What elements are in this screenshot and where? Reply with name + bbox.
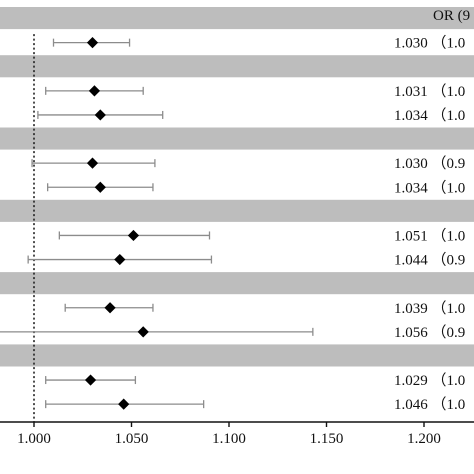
estimate-row: 1.039 （1.0 <box>64 300 465 317</box>
estimate-row: 1.031 （1.0 <box>45 83 465 100</box>
or-label: 1.031 （1.0 <box>394 83 465 100</box>
or-marker <box>86 157 99 169</box>
x-axis: 1.000 1.050 1.100 1.150 1.200 <box>0 421 474 447</box>
or-label: 1.056 （0.9 <box>394 324 465 341</box>
section-band <box>0 7 474 30</box>
section-bands <box>0 7 474 367</box>
section-band <box>0 344 474 367</box>
x-tick-label: 1.150 <box>310 431 344 447</box>
x-tick-label: 1.000 <box>17 431 51 447</box>
or-marker <box>104 302 116 314</box>
or-marker <box>118 398 130 410</box>
estimate-row: 1.034 （1.0 <box>47 179 465 196</box>
estimate-row: 1.056 （0.9 <box>0 324 465 341</box>
or-label: 1.046 （1.0 <box>394 396 465 413</box>
or-marker <box>114 253 126 266</box>
or-label: 1.039 （1.0 <box>394 300 465 317</box>
or-marker <box>127 229 140 242</box>
or-label: 1.034 （1.0 <box>394 179 465 196</box>
or-label: 1.030 （1.0 <box>394 35 465 52</box>
estimate-row: 1.034 （1.0 <box>37 107 465 124</box>
section-band <box>0 127 474 150</box>
estimate-row: 1.044 （0.9 <box>27 252 465 269</box>
or-marker <box>86 37 99 49</box>
or-marker <box>137 326 149 338</box>
or-marker <box>84 374 97 386</box>
x-tick-label: 1.200 <box>407 431 441 447</box>
section-band <box>0 199 474 222</box>
estimate-row: 1.051 （1.0 <box>58 227 465 244</box>
estimate-row: 1.030 （0.9 <box>31 155 465 172</box>
estimate-row: 1.046 （1.0 <box>45 396 465 413</box>
estimate-rows: 1.030 （1.0 1.031 （1.0 1.034 （1.0 1.030 （0.9… <box>0 35 465 413</box>
section-band <box>0 272 474 295</box>
or-label: 1.030 （0.9 <box>394 155 465 172</box>
or-label: 1.051 （1.0 <box>394 227 465 244</box>
or-label: 1.029 （1.0 <box>394 372 465 389</box>
column-header: OR (9 <box>433 8 470 24</box>
x-tick-label: 1.050 <box>115 431 149 447</box>
or-marker <box>94 109 106 121</box>
or-marker <box>94 181 106 193</box>
section-band <box>0 55 474 78</box>
estimate-row: 1.030 （1.0 <box>52 35 465 52</box>
or-label: 1.034 （1.0 <box>394 107 465 124</box>
estimate-row: 1.029 （1.0 <box>45 372 465 389</box>
x-tick-label: 1.100 <box>212 431 246 447</box>
or-label: 1.044 （0.9 <box>394 252 465 269</box>
or-marker <box>88 85 101 97</box>
